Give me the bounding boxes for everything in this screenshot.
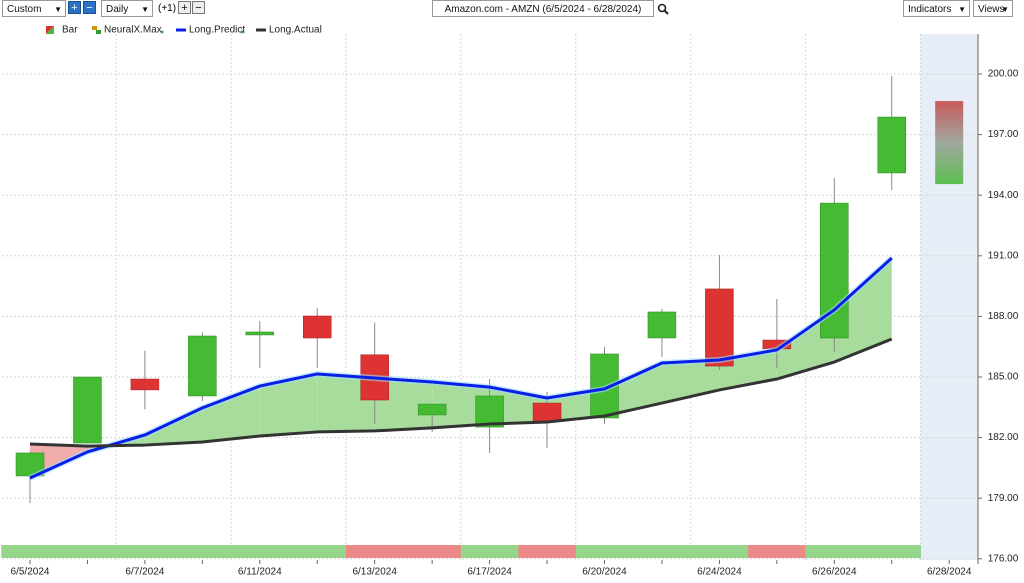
y-tick-label: 200.00	[988, 69, 1019, 80]
legend-icon	[92, 26, 97, 30]
y-tick-label: 191.00	[988, 250, 1019, 261]
legend-icon	[96, 30, 101, 34]
legend-dot	[240, 30, 244, 34]
signal-cell	[863, 545, 921, 558]
add-button[interactable]: +	[68, 1, 81, 14]
prediction-box	[935, 101, 964, 185]
signal-cell	[288, 545, 347, 558]
signal-cell	[575, 545, 634, 558]
candle-body	[647, 311, 677, 339]
period-text: Daily	[106, 4, 129, 15]
y-tick-label: 197.00	[988, 129, 1019, 140]
y-tick-label: 176.00	[988, 553, 1019, 564]
search-icon[interactable]	[657, 3, 669, 15]
spread-area	[259, 373, 318, 436]
line	[29, 256, 893, 480]
spread-area	[604, 363, 662, 416]
chart: 176.00 179.00 182.00 185.00 188.00 191.00 194.…	[1, 25, 1019, 578]
offset-plus[interactable]: +	[178, 1, 191, 14]
candle-body	[705, 288, 734, 367]
x-tick-label: 6/26/2024	[812, 567, 857, 578]
candle-body	[245, 331, 275, 336]
signal-cell	[460, 545, 519, 558]
spread-area	[834, 258, 892, 363]
spread-area	[374, 378, 433, 431]
x-tick-label: 6/5/2024	[11, 567, 50, 578]
signal-cell	[173, 545, 232, 558]
signal-cell	[633, 545, 692, 558]
range-text: Custom	[7, 4, 42, 15]
remove-button[interactable]: −	[83, 1, 96, 14]
legend-item: Bar	[46, 25, 78, 36]
candle-body	[532, 402, 562, 422]
legend-item: Long.Predict	[176, 25, 245, 36]
signal-cell	[116, 545, 175, 558]
x-tick-label: 6/11/2024	[238, 567, 282, 578]
y-tick-label: 179.00	[988, 493, 1019, 504]
y-tick-label: 194.00	[988, 190, 1019, 201]
indicators-text: Indicators	[908, 4, 952, 15]
signal-cell	[1, 545, 60, 558]
symbol-box[interactable]: Amazon.com - AMZN (6/5/2024 - 6/28/2024)	[432, 0, 654, 17]
legend-item: NeuralX.Max	[92, 25, 164, 36]
x-tick-label: 6/28/2024	[927, 567, 972, 578]
signal-cell	[58, 545, 117, 558]
candle-body	[417, 403, 447, 416]
y-tick-label: 182.00	[988, 432, 1019, 443]
spread-area	[432, 382, 490, 428]
legend-item: Long.Actual	[256, 25, 322, 36]
views-dropdown[interactable]: Views ▼	[973, 0, 1013, 17]
legend-icon	[46, 26, 54, 34]
signal-cell	[690, 545, 749, 558]
indicators-dropdown[interactable]: Indicators ▼	[903, 0, 970, 17]
spread-area	[202, 386, 260, 443]
candle-body	[188, 335, 217, 397]
views-text: Views	[978, 4, 1005, 15]
x-tick-label: 6/20/2024	[582, 567, 627, 578]
y-tick-label: 185.00	[988, 372, 1019, 383]
signal-cell	[748, 545, 807, 558]
x-tick-label: 6/7/2024	[125, 567, 164, 578]
range-dropdown[interactable]: Custom ▼	[2, 0, 66, 17]
spread-area	[776, 309, 835, 380]
signal-cell	[345, 545, 404, 558]
x-tick-label: 6/17/2024	[467, 567, 512, 578]
legend-label: Long.Predict	[189, 25, 245, 36]
offset-label: (+1)	[158, 3, 177, 14]
period-dropdown[interactable]: Daily ▼	[101, 0, 153, 17]
signal-cell	[518, 545, 577, 558]
signal-cell	[805, 545, 864, 558]
candle-body	[877, 116, 906, 174]
offset-minus[interactable]: −	[192, 1, 205, 14]
candle-body	[73, 376, 102, 444]
legend-label: Long.Actual	[269, 25, 322, 36]
legend-label: Bar	[62, 25, 78, 36]
candle-body	[475, 395, 504, 428]
candle-body	[303, 315, 332, 339]
legend-dot	[160, 30, 164, 34]
x-tick-label: 6/24/2024	[697, 567, 742, 578]
line	[29, 337, 893, 448]
chart-title: Amazon.com - AMZN (6/5/2024 - 6/28/2024)	[444, 4, 642, 15]
candle-body	[130, 378, 160, 391]
spread-area	[317, 373, 375, 432]
legend-label: NeuralX.Max	[104, 25, 162, 36]
signal-cell	[403, 545, 462, 558]
y-tick-label: 188.00	[988, 311, 1019, 322]
signal-cell	[231, 545, 290, 558]
x-tick-label: 6/13/2024	[352, 567, 397, 578]
